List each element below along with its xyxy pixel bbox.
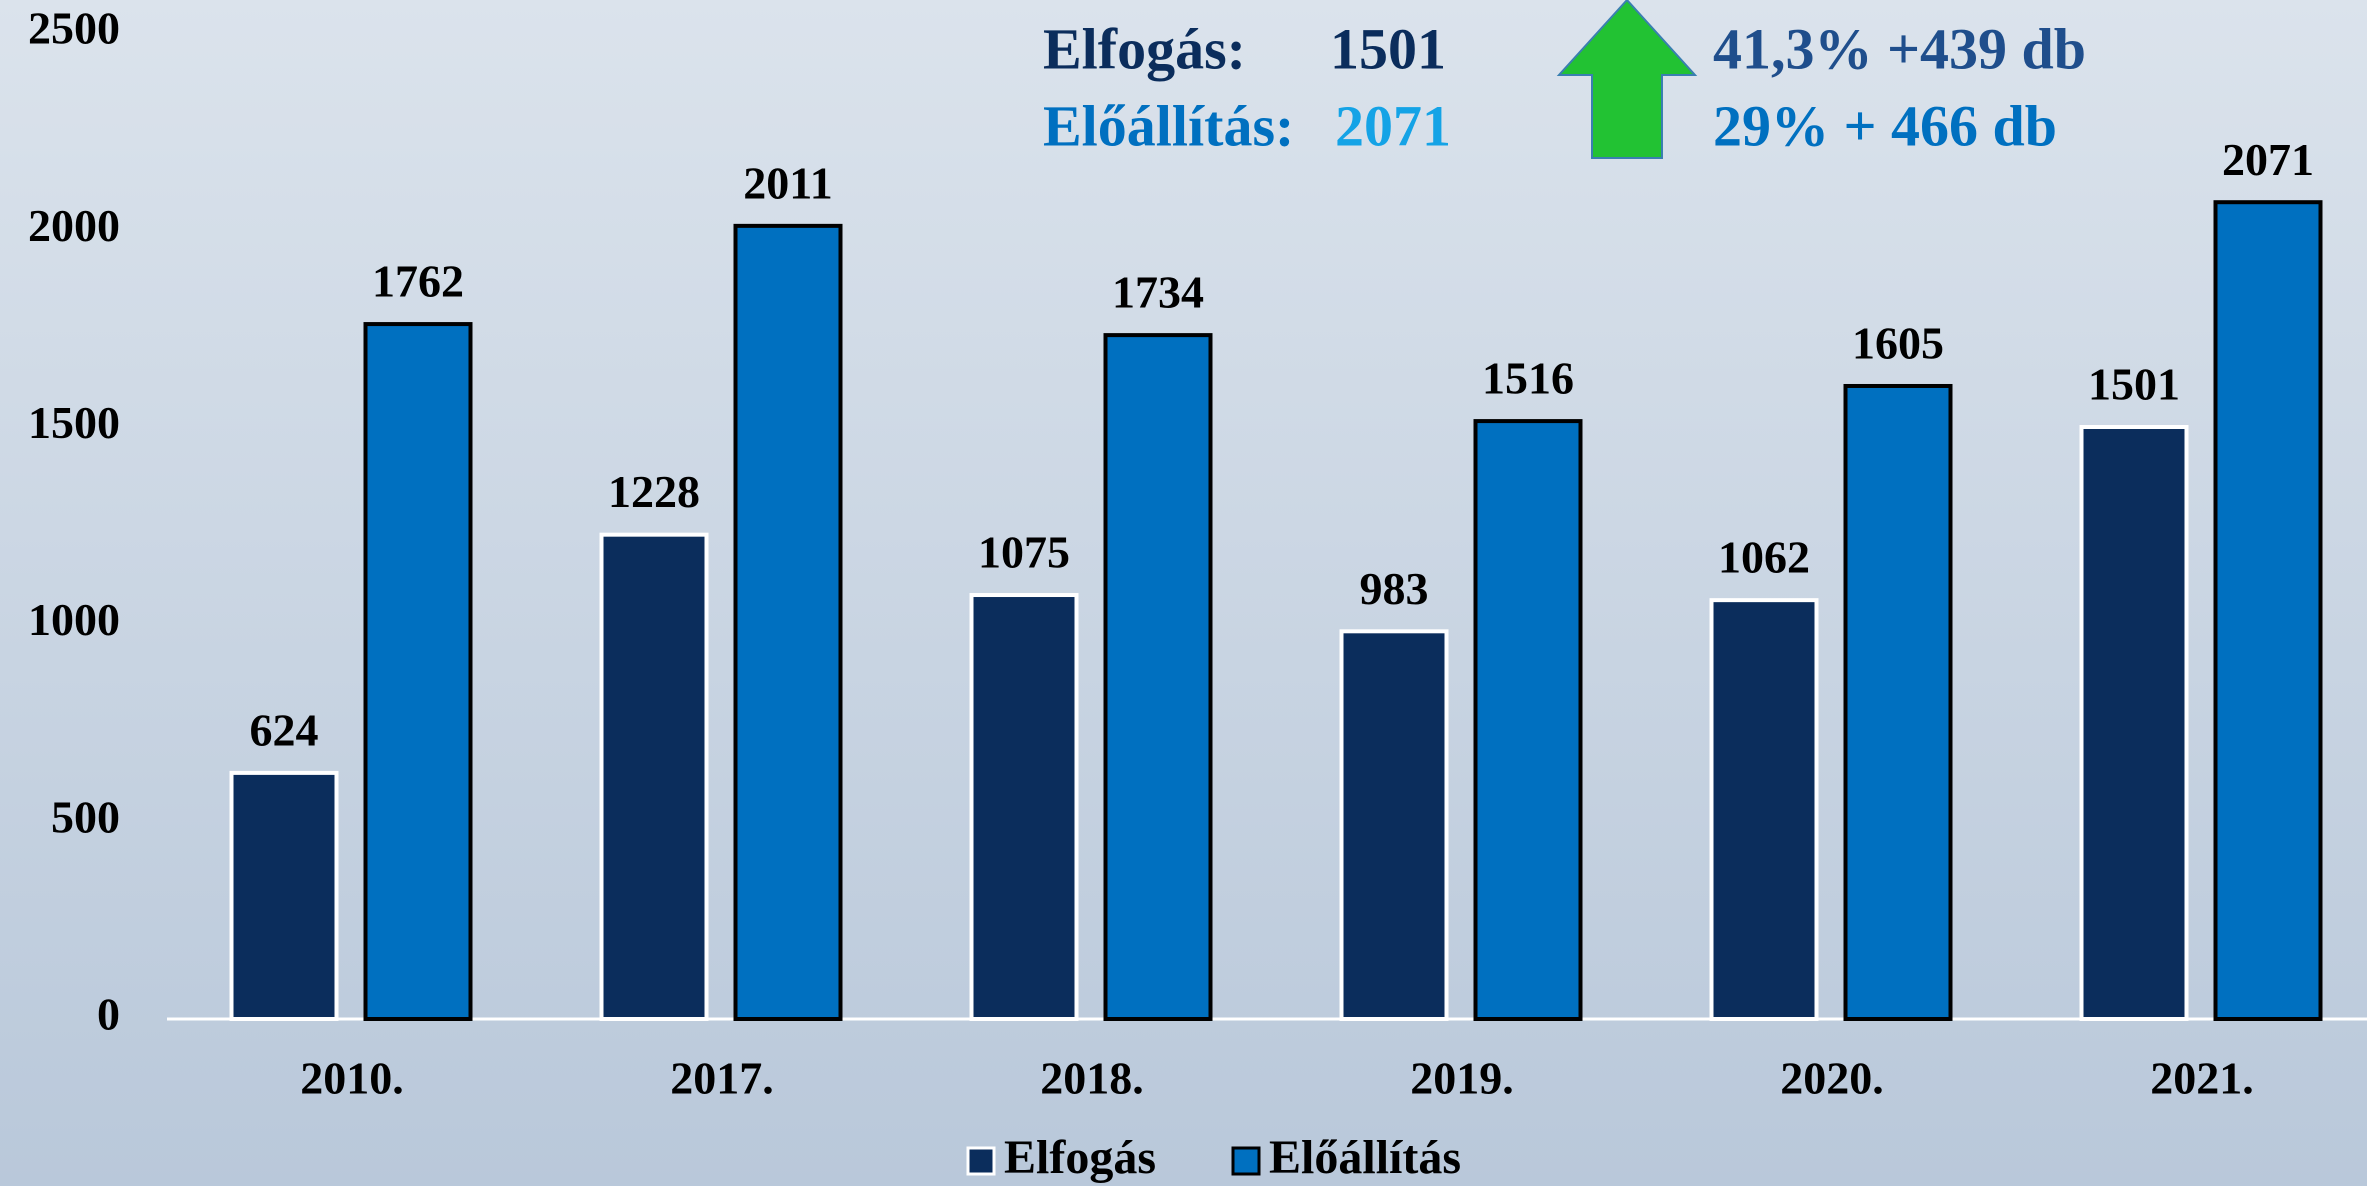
legend-swatch [1233,1148,1259,1174]
bar [366,324,471,1019]
legend-swatch [968,1148,994,1174]
page: Elfogás: 1501 Előállítás: 2071 41,3% +43… [0,0,2367,1186]
bar [232,773,337,1019]
annotation: 41,3% +439 db [1713,16,2086,81]
y-tick-label: 1500 [28,397,120,448]
annotation: 29% + 466 db [1713,93,2057,158]
value-label: 1734 [1112,267,1204,318]
value-label: 2071 [2222,134,2314,185]
bar [1106,335,1211,1019]
value-label: 1062 [1718,532,1810,583]
value-label: 624 [250,704,319,755]
x-tick-label: 2018. [1040,1053,1144,1104]
value-label: 1228 [608,466,700,517]
y-tick-label: 500 [51,791,120,842]
annotation: 2071 [1335,93,1451,158]
x-tick-label: 2017. [670,1053,774,1104]
y-tick-label: 2500 [28,3,120,54]
x-tick-label: 2021. [2150,1053,2254,1104]
chart: Elfogás: 1501 Előállítás: 2071 41,3% +43… [0,0,2367,1186]
x-tick-label: 2019. [1410,1053,1514,1104]
y-tick-label: 1000 [28,594,120,645]
bar [1712,600,1817,1019]
legend-label: Elfogás [1004,1131,1156,1184]
annotation: Előállítás: [1043,93,1294,158]
y-tick-label: 0 [97,989,120,1040]
value-label: 1605 [1852,318,1944,369]
x-tick-label: 2020. [1780,1053,1884,1104]
bar [1846,386,1951,1019]
value-label: 1516 [1482,353,1574,404]
value-label: 1501 [2088,359,2180,410]
bar [1476,421,1581,1019]
value-label: 983 [1360,563,1429,614]
bar [602,535,707,1019]
bar [1342,631,1447,1019]
annotation: Elfogás: [1043,16,1246,81]
legend-label: Előállítás [1269,1131,1461,1184]
bar [972,595,1077,1019]
value-label: 1762 [372,256,464,307]
value-label: 2011 [743,157,832,208]
bar [2082,427,2187,1019]
bar [736,226,841,1019]
bar [2216,202,2321,1019]
value-label: 1075 [978,527,1070,578]
y-tick-label: 2000 [28,200,120,251]
annotation: 1501 [1330,16,1446,81]
x-tick-label: 2010. [300,1053,404,1104]
